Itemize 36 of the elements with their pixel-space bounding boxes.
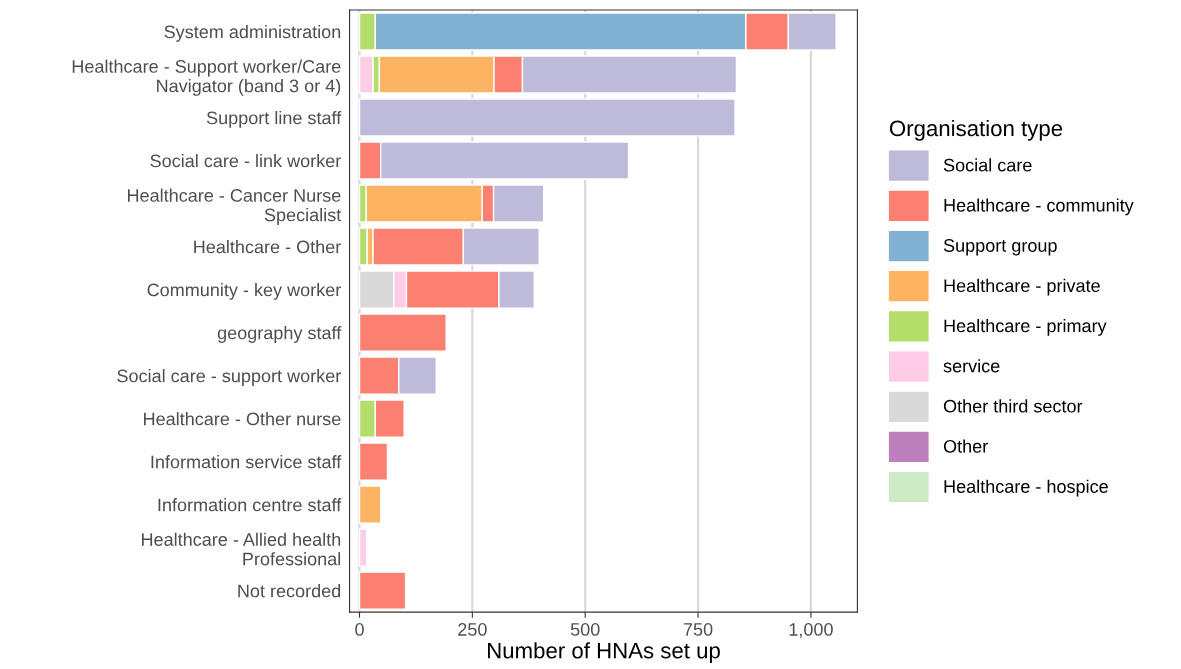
y-tick-label: Healthcare - Other nurse <box>144 412 341 426</box>
bar <box>358 571 407 610</box>
bar <box>358 442 389 481</box>
y-tick-label: Information centre staff <box>158 498 342 512</box>
x-tick-label: 750 <box>683 623 713 636</box>
legend-label: Healthcare - hospice <box>944 479 1108 497</box>
y-tick-label: geography staff <box>217 326 342 343</box>
legend-label: Other third sector <box>943 399 1083 413</box>
y-tick-label: Healthcare - Other <box>194 240 341 254</box>
y-tick-label: System administration <box>164 25 341 42</box>
legend-label: Healthcare - private <box>944 278 1100 296</box>
x-tick-label: 250 <box>458 623 487 636</box>
y-tick-label: Support line staff <box>206 111 342 128</box>
y-tick-label: Information service staff <box>151 455 342 469</box>
legend-title: Organisation type <box>889 119 1063 141</box>
y-tick-label: Social care - link worker <box>150 154 341 168</box>
bar <box>358 528 368 567</box>
bar <box>358 313 447 352</box>
legend-label: Healthcare - community <box>944 198 1134 216</box>
y-tick-label: Healthcare - Allied health Professional <box>142 532 341 566</box>
legend-label: Healthcare - primary <box>944 318 1107 336</box>
legend-label: Other <box>943 439 988 453</box>
x-axis-title: Number of HNAs set up <box>487 642 720 663</box>
y-tick-label: Social care - support worker <box>117 369 341 386</box>
x-tick-label: 1,000 <box>789 623 833 638</box>
y-tick-label: Community - key worker <box>147 283 341 300</box>
legend-label: Support group <box>943 239 1057 256</box>
bar <box>358 485 382 524</box>
y-tick-label: Healthcare - Cancer Nurse Specialist <box>127 188 342 225</box>
legend-label: Social care <box>943 158 1032 172</box>
y-tick-label: Healthcare - Support worker/Care Navigator (band 3 or 4) <box>72 59 341 96</box>
legend-label: service <box>943 359 1000 373</box>
x-tick-label: 500 <box>570 623 600 636</box>
x-tick-label: 0 <box>355 623 364 636</box>
y-tick-label: Not recorded <box>238 584 341 598</box>
bar <box>358 98 736 137</box>
